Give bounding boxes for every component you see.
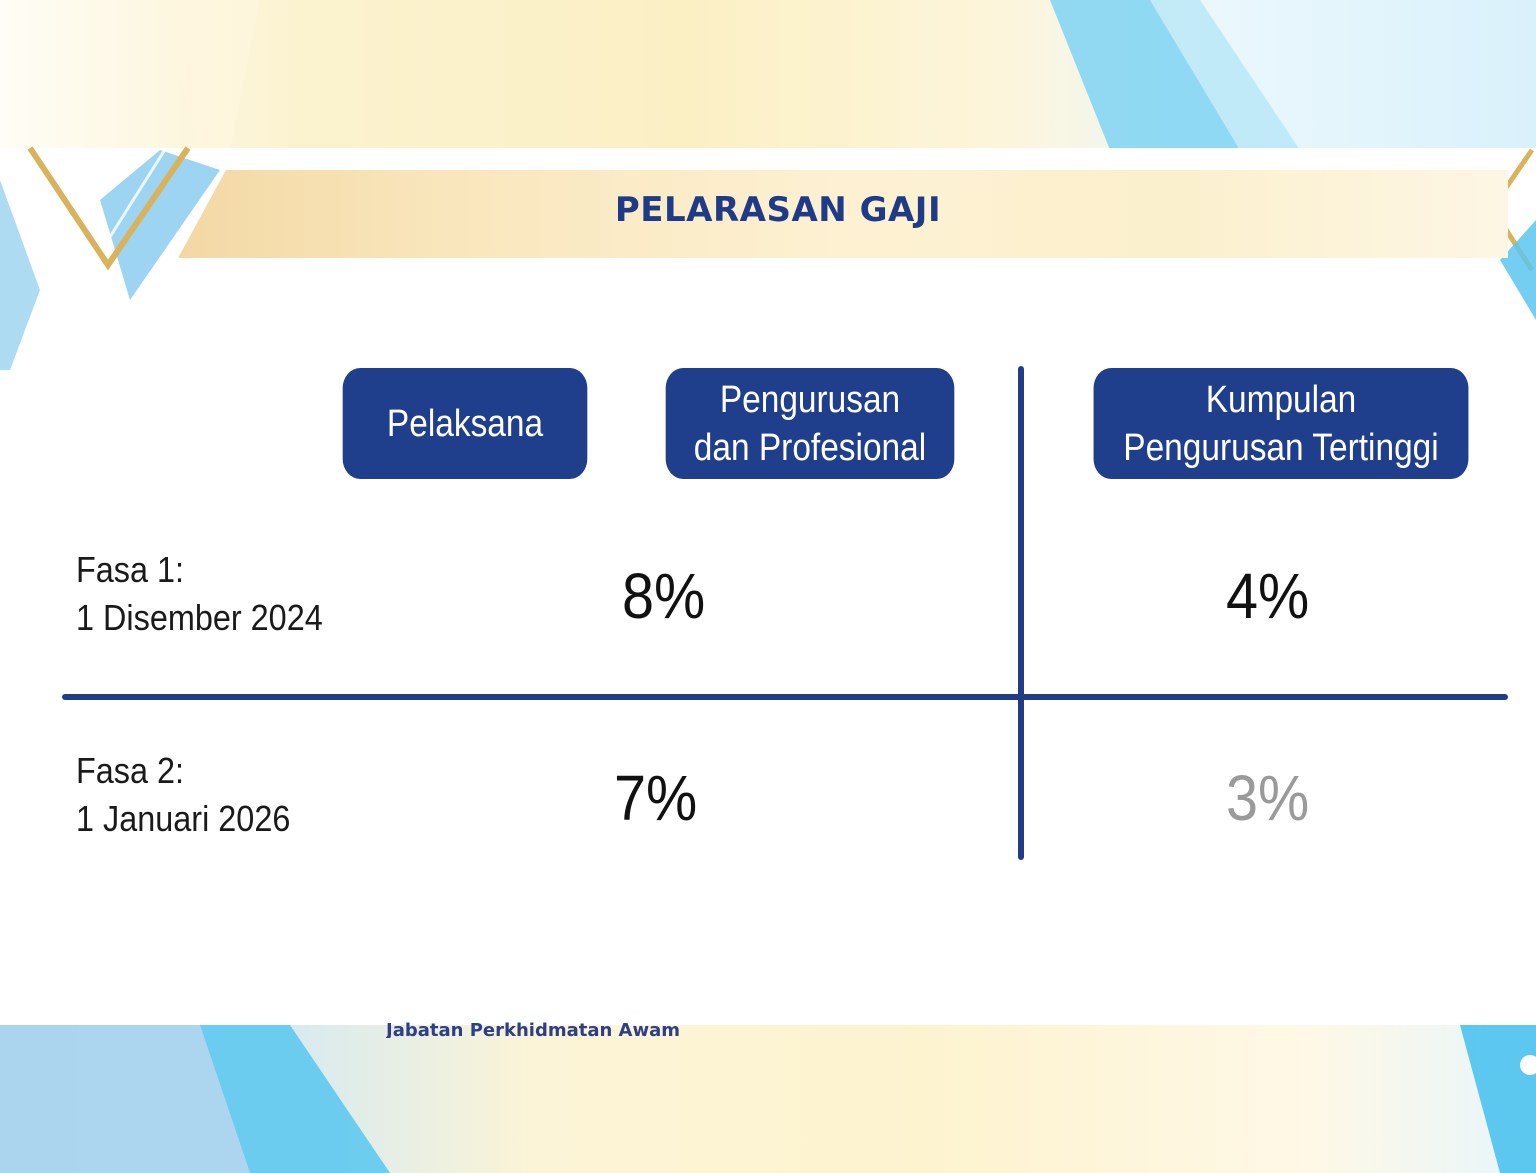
column-header-pengurusan-profesional: Pengurusan dan Profesional xyxy=(665,368,955,479)
bottom-decorative-shapes xyxy=(0,1025,1536,1173)
column-header-label-line1: Kumpulan xyxy=(1205,378,1357,421)
value-fasa1-group-a: 8% xyxy=(622,560,706,632)
column-header-kumpulan-pengurusan-tertinggi: Kumpulan Pengurusan Tertinggi xyxy=(1093,368,1469,479)
value-fasa1-group-b: 4% xyxy=(1226,560,1310,632)
phase-date: 1 Januari 2026 xyxy=(76,798,291,839)
slide-content-area xyxy=(0,148,1536,1025)
chevron-v-icon xyxy=(0,146,220,370)
column-header-label-line1: Pengurusan xyxy=(719,378,901,421)
column-header-label: Pelaksana xyxy=(386,402,544,445)
row-label-fasa-2: Fasa 2: 1 Januari 2026 xyxy=(76,747,290,843)
footer-agency-name: Jabatan Perkhidmatan Awam xyxy=(386,1020,681,1038)
horizontal-divider xyxy=(62,694,1508,700)
bottom-background-band xyxy=(0,1025,1536,1173)
value-fasa2-group-a: 7% xyxy=(614,762,698,834)
phase-label: Fasa 2: xyxy=(76,750,185,791)
top-decorative-shapes xyxy=(160,0,1300,150)
column-header-label-line2: dan Profesional xyxy=(693,426,927,469)
value-fasa2-group-b: 3% xyxy=(1226,762,1310,834)
vertical-divider xyxy=(1018,366,1024,860)
corner-arrow-icon xyxy=(1520,1055,1536,1075)
title-band xyxy=(178,170,1508,258)
slide-title: PELARASAN GAJI xyxy=(614,190,942,230)
column-header-pelaksana: Pelaksana xyxy=(342,368,588,479)
top-background-band xyxy=(0,0,1536,150)
column-header-label-line2: Pengurusan Tertinggi xyxy=(1123,426,1439,469)
phase-label: Fasa 1: xyxy=(76,549,185,590)
phase-date: 1 Disember 2024 xyxy=(76,597,323,638)
row-label-fasa-1: Fasa 1: 1 Disember 2024 xyxy=(76,546,323,642)
